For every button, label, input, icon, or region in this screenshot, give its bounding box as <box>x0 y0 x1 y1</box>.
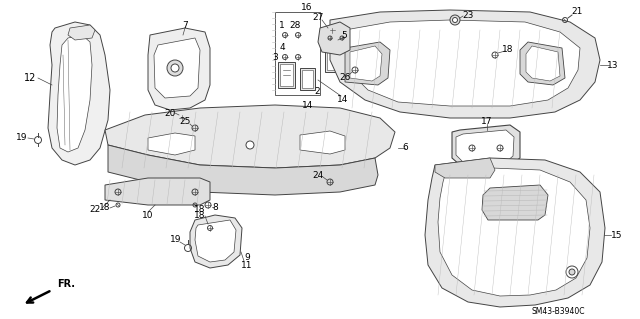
Text: FR.: FR. <box>57 279 75 289</box>
Polygon shape <box>435 158 495 178</box>
Polygon shape <box>148 28 210 110</box>
Text: 6: 6 <box>402 144 408 152</box>
Text: 8: 8 <box>212 204 218 212</box>
Polygon shape <box>278 62 295 88</box>
Polygon shape <box>350 46 382 81</box>
Polygon shape <box>300 131 345 154</box>
Text: 12: 12 <box>24 73 36 83</box>
Polygon shape <box>302 70 313 88</box>
Polygon shape <box>345 20 580 106</box>
Polygon shape <box>300 68 315 90</box>
Polygon shape <box>154 38 200 98</box>
Text: 18: 18 <box>99 204 111 212</box>
Text: 18: 18 <box>195 205 205 214</box>
Circle shape <box>566 266 578 278</box>
Polygon shape <box>148 133 195 155</box>
Circle shape <box>171 64 179 72</box>
Polygon shape <box>190 215 242 268</box>
Polygon shape <box>482 185 548 220</box>
Polygon shape <box>452 125 520 165</box>
Polygon shape <box>325 40 340 72</box>
Polygon shape <box>105 178 210 205</box>
Polygon shape <box>526 46 560 81</box>
Text: 3: 3 <box>272 54 278 63</box>
Text: 21: 21 <box>572 8 582 17</box>
Polygon shape <box>345 42 390 85</box>
Polygon shape <box>105 105 395 168</box>
Polygon shape <box>280 64 293 86</box>
Circle shape <box>452 18 458 23</box>
Text: 5: 5 <box>341 31 347 40</box>
Text: 18: 18 <box>502 46 514 55</box>
Text: 27: 27 <box>312 13 324 23</box>
Polygon shape <box>68 25 95 40</box>
Polygon shape <box>57 35 92 152</box>
Circle shape <box>569 269 575 275</box>
Polygon shape <box>48 22 110 165</box>
Polygon shape <box>456 130 514 162</box>
Polygon shape <box>330 10 600 118</box>
Circle shape <box>246 141 254 149</box>
Polygon shape <box>195 220 236 262</box>
Text: 18: 18 <box>195 211 205 219</box>
Text: 14: 14 <box>302 100 314 109</box>
Text: 4: 4 <box>279 43 285 53</box>
Polygon shape <box>425 158 605 307</box>
Text: 26: 26 <box>339 73 351 83</box>
Text: 7: 7 <box>182 20 188 29</box>
Text: 14: 14 <box>337 95 349 105</box>
Text: 28: 28 <box>289 20 301 29</box>
Text: 19: 19 <box>16 133 28 143</box>
Circle shape <box>167 60 183 76</box>
Polygon shape <box>520 42 565 85</box>
Text: 2: 2 <box>314 87 320 97</box>
Text: 13: 13 <box>607 61 619 70</box>
Text: 9: 9 <box>244 254 250 263</box>
Text: 15: 15 <box>611 231 623 240</box>
Text: 1: 1 <box>279 20 285 29</box>
Text: 19: 19 <box>170 235 182 244</box>
Text: 16: 16 <box>301 4 313 12</box>
Text: 23: 23 <box>462 11 474 19</box>
Text: 11: 11 <box>241 262 253 271</box>
Text: 20: 20 <box>164 108 176 117</box>
Text: 17: 17 <box>481 117 493 127</box>
Text: SM43-B3940C: SM43-B3940C <box>531 308 585 316</box>
Text: 10: 10 <box>142 211 154 219</box>
Polygon shape <box>318 22 350 55</box>
Polygon shape <box>327 42 338 70</box>
Polygon shape <box>108 145 378 195</box>
Text: 22: 22 <box>90 205 100 214</box>
Text: 25: 25 <box>179 117 191 127</box>
Text: 24: 24 <box>312 170 324 180</box>
Polygon shape <box>438 168 590 296</box>
Circle shape <box>450 15 460 25</box>
